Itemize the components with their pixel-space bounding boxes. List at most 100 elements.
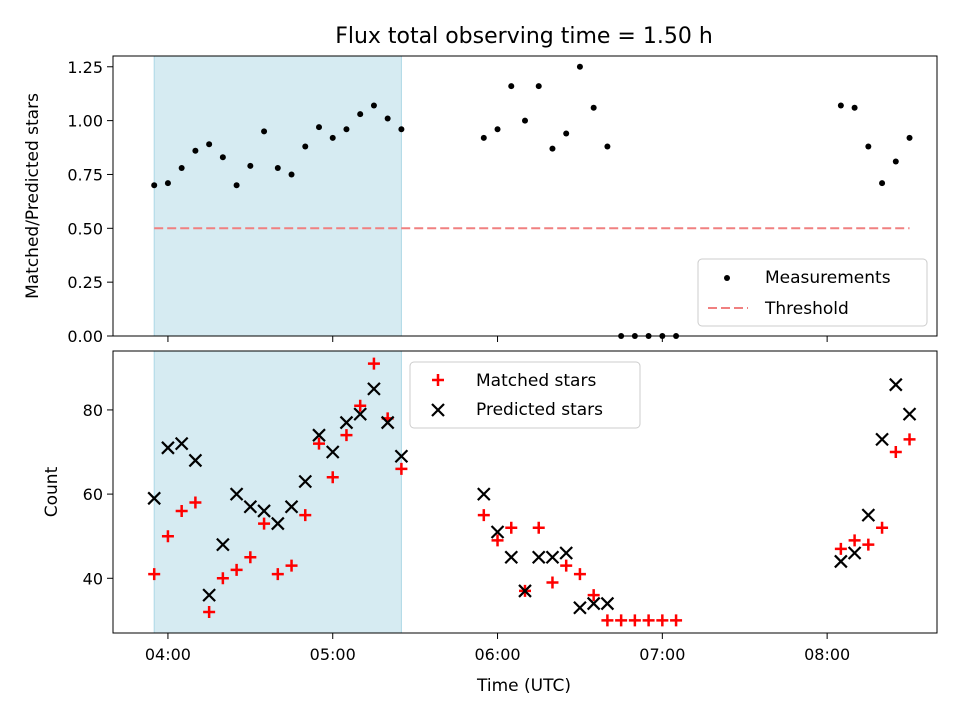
legend-box [697,258,928,327]
y-tick-label: 1.00 [67,112,103,131]
y-tick-label: 80 [83,401,103,420]
matched-stars-point [244,551,257,564]
measurement-point [549,145,556,152]
matched-stars-point [615,614,628,627]
predicted-stars-point [147,491,161,506]
matched-stars-point [271,568,284,581]
y-tick-label: 60 [83,485,103,504]
matched-stars-point [889,446,902,459]
predicted-stars-point [161,441,175,455]
matched-stars-point [628,614,641,627]
measurement-point [164,180,171,187]
predicted-stars-point [477,487,491,501]
measurement-point [302,143,309,150]
matched-stars-point [477,509,490,522]
measurement-point [508,83,515,90]
measurement-point [288,171,295,178]
matched-stars-point [834,542,847,555]
legend-measurements-label: Measurements [765,268,891,288]
measurement-point [233,182,240,189]
predicted-stars-point [847,546,862,560]
measurement-point [535,83,542,90]
y-tick-label: 40 [83,569,103,588]
measurement-point [384,115,391,122]
top-y-axis-label: Matched/Predicted stars [23,93,43,299]
observing-window-shade [153,55,402,337]
measurement-point [219,154,226,161]
matched-stars-point [876,521,889,534]
measurement-point [192,147,199,154]
predicted-stars-point [325,445,340,459]
matched-stars-point [532,521,545,534]
y-tick-label: 0.75 [67,165,103,184]
matched-stars-point [285,559,298,572]
legend-measurements-marker [724,275,730,281]
predicted-stars-point [490,525,505,539]
measurement-point [206,141,213,148]
measurement-point [906,134,913,141]
matched-stars-point [175,504,188,517]
measurement-point [590,104,597,111]
predicted-stars-point [380,415,395,430]
matched-stars-point [354,399,367,412]
predicted-stars-point [188,453,203,468]
axes-frame [112,350,938,634]
matched-stars-point [491,534,504,547]
top-legend: Measurements Threshold [697,258,928,327]
matched-stars-point [340,429,353,442]
matched-stars-point [642,614,655,627]
predicted-stars-point [202,588,216,602]
measurement-point [892,158,899,165]
matched-stars-point [601,614,614,627]
legend-matched-marker [432,374,444,386]
measurement-point [274,165,281,171]
x-axis-label: Time (UTC) [476,676,571,696]
matched-stars-point [656,614,669,627]
matched-stars-point [148,568,161,581]
legend-box [409,361,641,429]
matched-stars-point [546,576,559,589]
y-tick-label: 0.50 [67,219,103,238]
matched-stars-point [313,437,325,450]
measurement-point [604,143,611,150]
x-tick-label: 05:00 [310,645,356,664]
matched-stars-point [258,517,271,530]
top-plot-panel: 0.00 0.25 0.50 0.75 1.00 1.25 Measurements Thre… [67,55,938,346]
measurement-point [151,182,158,189]
measurement-point [879,180,886,187]
predicted-stars-point [174,436,189,451]
observing-window-shade [153,350,402,634]
predicted-stars-point [312,428,326,442]
matched-stars-point [573,568,586,581]
matched-stars-point [216,572,229,585]
measurement-point [343,126,350,133]
y-tick-label: 0.25 [67,273,103,292]
predicted-stars-point [243,499,258,514]
matched-stars-point [903,433,916,446]
matched-stars-point [560,559,573,572]
predicted-stars-point [339,415,354,430]
legend-matched-label: Matched stars [476,371,596,391]
matched-stars-point [587,589,600,602]
legend-predicted-label: Predicted stars [476,400,603,420]
predicted-stars-point [875,432,889,447]
matched-stars-point [203,605,216,618]
predicted-stars-point [573,600,587,615]
measurement-point [522,117,528,124]
measurement-point [247,162,254,169]
measurement-point [563,130,570,137]
measurement-point [398,126,405,133]
matched-stars-point [161,530,174,543]
legend-predicted-marker [431,403,445,417]
x-tick-label: 07:00 [639,645,685,664]
matched-stars-point [505,521,518,534]
y-tick-label: 1.25 [67,58,103,77]
bottom-legend: Matched stars Predicted stars [409,361,641,429]
predicted-stars-point [271,516,285,531]
measurement-point [370,102,377,109]
predicted-stars-point [284,499,299,514]
legend-threshold-label: Threshold [764,299,849,319]
predicted-stars-point [545,550,560,565]
predicted-stars-point [531,550,546,565]
